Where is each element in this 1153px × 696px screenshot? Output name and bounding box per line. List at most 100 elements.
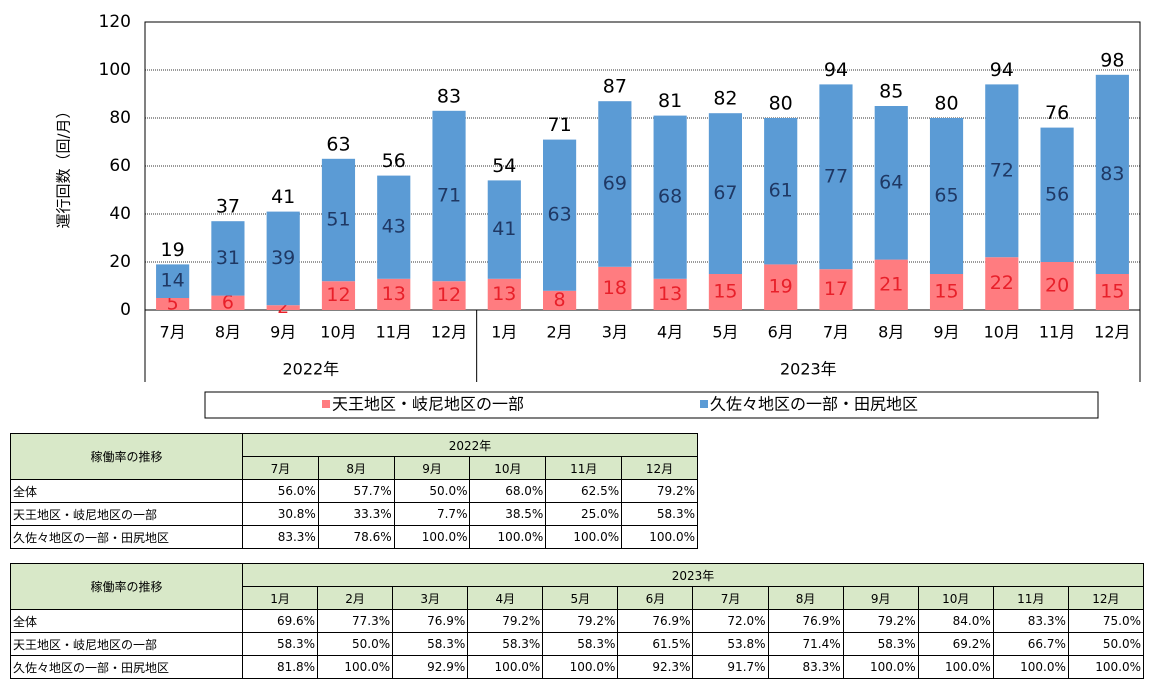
table-cell: 72.0% bbox=[692, 609, 769, 633]
table-row: 天王地区・岐尼地区の一部 30.8% 33.3% 7.7% 38.5% 25.0% 58.3… bbox=[10, 502, 698, 526]
bar bbox=[543, 139, 577, 291]
table-cell: 100.0% bbox=[1067, 655, 1145, 679]
x-tick-label: 11月 bbox=[1039, 323, 1075, 342]
table-column-header: 10月 bbox=[469, 456, 547, 480]
y-tick-label: 20 bbox=[109, 252, 131, 272]
table-cell: 68.0% bbox=[469, 479, 547, 503]
bar bbox=[874, 259, 908, 310]
table-cell: 62.5% bbox=[545, 479, 623, 503]
x-tick-label: 9月 bbox=[933, 323, 959, 342]
bar bbox=[598, 101, 632, 267]
table-column-header: 9月 bbox=[842, 586, 919, 610]
table-cell: 50.0% bbox=[317, 632, 394, 656]
table-row-label: 全体 bbox=[10, 609, 243, 633]
table-row: 久佐々地区の一部・田尻地区 83.3% 78.6% 100.0% 100.0% 100.0… bbox=[10, 525, 698, 549]
x-tick-label: 2月 bbox=[546, 323, 572, 342]
value-label: 43 bbox=[382, 216, 406, 238]
table-cell: 100.0% bbox=[917, 655, 994, 679]
total-label: 94 bbox=[824, 59, 848, 81]
value-label: 8 bbox=[554, 289, 566, 311]
value-label: 71 bbox=[437, 185, 461, 207]
x-group-label: 2022年 bbox=[282, 360, 339, 379]
table-column-header: 11月 bbox=[992, 586, 1069, 610]
table-cell: 100.0% bbox=[992, 655, 1069, 679]
total-label: 37 bbox=[216, 196, 240, 218]
plot-border bbox=[144, 21, 1141, 311]
legend-swatch bbox=[700, 400, 708, 408]
table-cell: 69.2% bbox=[917, 632, 994, 656]
table-column-header: 10月 bbox=[917, 586, 994, 610]
bar bbox=[653, 278, 687, 310]
table-column-header: 8月 bbox=[317, 456, 395, 480]
x-tick-label: 1月 bbox=[491, 323, 517, 342]
bar bbox=[211, 221, 245, 296]
table-cell: 7.7% bbox=[393, 502, 471, 526]
total-label: 71 bbox=[547, 114, 571, 136]
legend-box bbox=[204, 391, 1099, 419]
total-label: 54 bbox=[492, 155, 516, 177]
x-tick-label: 3月 bbox=[602, 323, 628, 342]
y-tick-label: 0 bbox=[120, 300, 131, 320]
bar bbox=[764, 264, 798, 310]
bar bbox=[708, 113, 742, 274]
bar bbox=[211, 295, 245, 310]
bar bbox=[321, 158, 356, 282]
y-axis-label: 運行回数（回/月） bbox=[55, 103, 73, 228]
table-cell: 76.9% bbox=[617, 609, 694, 633]
table-cell: 81.8% bbox=[241, 655, 319, 679]
bar bbox=[1040, 127, 1074, 262]
table-cell: 58.3% bbox=[542, 632, 619, 656]
y-tick-label: 40 bbox=[109, 204, 131, 224]
x-tick-label: 6月 bbox=[768, 323, 794, 342]
table-row: 久佐々地区の一部・田尻地区 81.8% 100.0% 92.9% 100.0% 100.0… bbox=[10, 655, 1145, 679]
value-label: 51 bbox=[326, 209, 350, 231]
table-cell: 58.3% bbox=[392, 632, 469, 656]
bar bbox=[929, 118, 964, 274]
bar bbox=[985, 257, 1019, 310]
table-cell: 57.7% bbox=[317, 479, 395, 503]
bar bbox=[708, 274, 742, 310]
table-column-header: 11月 bbox=[545, 456, 623, 480]
table-cell: 30.8% bbox=[242, 502, 319, 526]
table-row-label: 久佐々地区の一部・田尻地区 bbox=[10, 525, 243, 549]
bar bbox=[321, 281, 356, 310]
bar bbox=[487, 180, 521, 279]
table-corner: 稼働率の推移 bbox=[10, 433, 243, 480]
table-cell: 91.7% bbox=[692, 655, 769, 679]
value-label: 20 bbox=[1045, 275, 1069, 297]
table-cell: 33.3% bbox=[317, 502, 395, 526]
table-row: 全体 69.6% 77.3% 76.9% 79.2% 79.2% 76.9% 72.0% 76.… bbox=[10, 609, 1145, 633]
x-tick-label: 5月 bbox=[712, 323, 738, 342]
table-cell: 58.3% bbox=[241, 632, 319, 656]
table-cell: 53.8% bbox=[692, 632, 769, 656]
total-label: 80 bbox=[769, 93, 793, 115]
value-label: 67 bbox=[713, 182, 737, 204]
table-column-header: 12月 bbox=[1067, 586, 1145, 610]
value-label: 39 bbox=[271, 247, 295, 269]
table-cell: 100.0% bbox=[467, 655, 544, 679]
value-label: 68 bbox=[658, 186, 682, 208]
table-row: 全体 56.0% 57.7% 50.0% 68.0% 62.5% 79.2% bbox=[10, 479, 698, 503]
value-label: 21 bbox=[879, 273, 903, 295]
value-label: 17 bbox=[824, 278, 848, 300]
bar bbox=[764, 118, 798, 265]
table-cell: 83.3% bbox=[767, 655, 844, 679]
value-label: 13 bbox=[492, 283, 516, 305]
table-cell: 66.7% bbox=[992, 632, 1069, 656]
value-label: 13 bbox=[382, 283, 406, 305]
table-column-header: 6月 bbox=[617, 586, 694, 610]
chart: 運行回数（回/月） 020406080100120514197月631378月2… bbox=[55, 12, 1141, 419]
table-cell: 100.0% bbox=[393, 525, 471, 549]
table-column-header: 1月 bbox=[241, 586, 319, 610]
bar bbox=[266, 211, 300, 306]
table-row: 7月 8月 9月 10月 11月 12月 bbox=[11, 456, 698, 480]
table-year-header: 2023年 bbox=[242, 563, 1144, 587]
table: 稼働率の推移 2023年 1月 2月 3月 4月 5月 6月 7月 8月 9月 10月 11月 12月 全体… bbox=[10, 563, 1145, 679]
value-label: 13 bbox=[658, 283, 682, 305]
total-label: 82 bbox=[713, 88, 737, 110]
x-tick-label: 10月 bbox=[320, 323, 356, 342]
bar bbox=[1040, 262, 1074, 310]
table-cell: 92.3% bbox=[617, 655, 694, 679]
value-label: 65 bbox=[934, 185, 958, 207]
